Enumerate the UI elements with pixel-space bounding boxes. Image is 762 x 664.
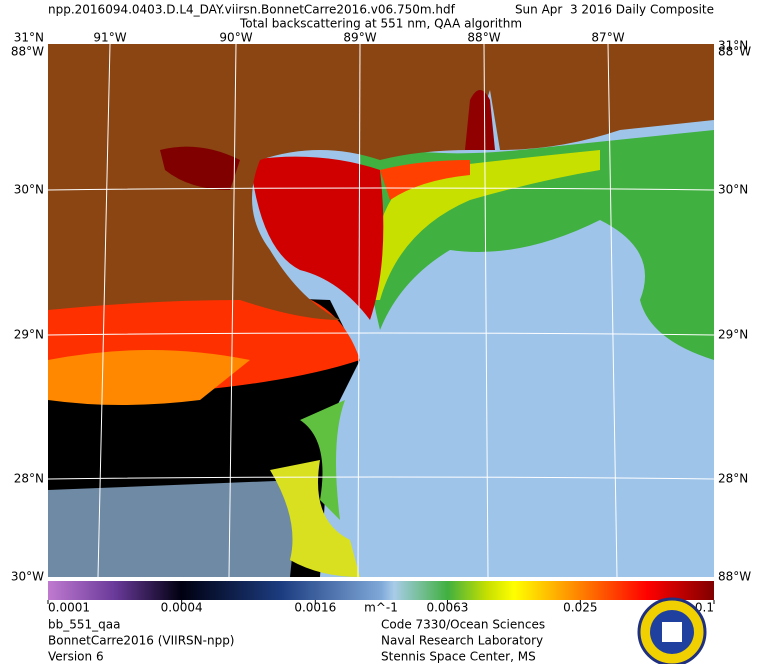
- logo: [637, 597, 707, 664]
- lon-label: 90°W: [219, 31, 252, 45]
- file-name: npp.2016094.0403.D.L4_DAY.viirsn.BonnetC…: [48, 3, 456, 17]
- corner-label: 30°W: [11, 570, 44, 584]
- lon-label: 91°W: [93, 31, 126, 45]
- lat-label: 28°N: [718, 472, 748, 486]
- footer-left: BonnetCarre2016 (VIIRSN-npp): [48, 634, 235, 648]
- colorbar-unit: m^-1: [364, 601, 398, 615]
- colorbar-tick-label: 0.1: [695, 601, 714, 615]
- colorbar-tick-label: 0.0004: [161, 601, 203, 615]
- footer-right: Stennis Space Center, MS: [381, 650, 536, 664]
- colorbar: [48, 581, 714, 600]
- footer-right: Code 7330/Ocean Sciences: [381, 618, 545, 632]
- footer-right: Naval Research Laboratory: [381, 634, 543, 648]
- lat-label: 30°N: [14, 183, 44, 197]
- date: Sun Apr 3 2016 Daily Composite: [515, 3, 714, 17]
- colorbar-tick-label: 0.025: [563, 601, 597, 615]
- footer-left: bb_551_qaa: [48, 618, 120, 632]
- lat-label: 31°N: [14, 31, 44, 45]
- subtitle: Total backscattering at 551 nm, QAA algo…: [239, 17, 522, 31]
- colorbar-tick-label: 0.0001: [48, 601, 90, 615]
- lat-label: 29°N: [718, 328, 748, 342]
- lat-label: 30°N: [718, 183, 748, 197]
- lat-label: 29°N: [14, 328, 44, 342]
- lon-label: 87°W: [591, 31, 624, 45]
- corner-label: 88°W: [718, 570, 751, 584]
- lon-label: 89°W: [343, 31, 376, 45]
- corner-label: 88°W: [718, 45, 751, 59]
- map: [48, 44, 714, 577]
- lon-label: 88°W: [467, 31, 500, 45]
- colorbar-tick-label: 0.0063: [426, 601, 468, 615]
- colorbar-tick-label: 0.0016: [294, 601, 336, 615]
- lat-label: 31°N: [718, 39, 748, 53]
- lat-label: 28°N: [14, 472, 44, 486]
- corner-label: 88°W: [11, 45, 44, 59]
- footer-left: Version 6: [48, 650, 104, 664]
